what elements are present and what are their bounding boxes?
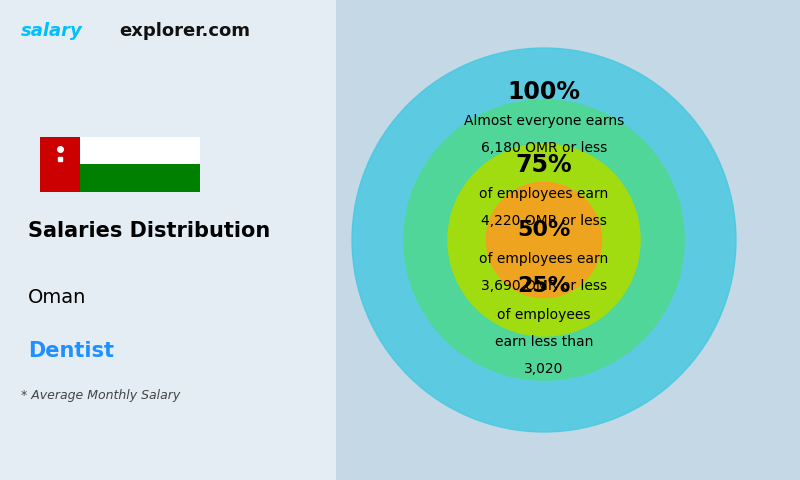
Bar — [80, 164, 200, 192]
Text: 100%: 100% — [507, 80, 581, 104]
Text: earn less than: earn less than — [495, 335, 593, 349]
Text: 3,690 OMR or less: 3,690 OMR or less — [481, 279, 607, 293]
Text: 75%: 75% — [516, 153, 572, 177]
Text: of employees earn: of employees earn — [479, 187, 609, 201]
Text: * Average Monthly Salary: * Average Monthly Salary — [21, 389, 180, 402]
Text: 6,180 OMR or less: 6,180 OMR or less — [481, 141, 607, 155]
Circle shape — [486, 182, 602, 298]
Text: explorer.com: explorer.com — [120, 22, 250, 40]
Circle shape — [404, 100, 684, 380]
Circle shape — [448, 144, 640, 336]
Text: 4,220 OMR or less: 4,220 OMR or less — [481, 214, 607, 228]
Text: Oman: Oman — [28, 288, 86, 307]
Text: of employees: of employees — [498, 308, 590, 322]
Text: 50%: 50% — [518, 220, 570, 240]
Bar — [40, 137, 80, 192]
Text: of employees earn: of employees earn — [479, 252, 609, 266]
Text: 3,020: 3,020 — [524, 361, 564, 376]
Text: salary: salary — [21, 22, 83, 40]
Text: Almost everyone earns: Almost everyone earns — [464, 114, 624, 128]
Circle shape — [352, 48, 736, 432]
FancyBboxPatch shape — [0, 0, 336, 480]
Bar — [80, 137, 200, 164]
Text: Salaries Distribution: Salaries Distribution — [28, 221, 270, 241]
Text: Dentist: Dentist — [28, 341, 114, 361]
Text: 25%: 25% — [518, 276, 570, 296]
